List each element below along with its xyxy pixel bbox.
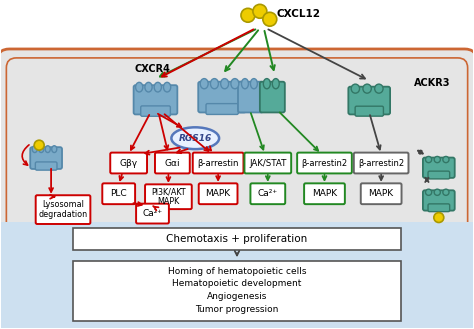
FancyBboxPatch shape: [260, 82, 285, 113]
FancyBboxPatch shape: [361, 183, 401, 204]
Ellipse shape: [231, 79, 239, 89]
Circle shape: [263, 12, 277, 26]
Text: MAPK: MAPK: [369, 189, 394, 198]
Text: Ca²⁺: Ca²⁺: [142, 209, 163, 218]
FancyBboxPatch shape: [206, 104, 238, 114]
FancyBboxPatch shape: [145, 184, 192, 209]
FancyBboxPatch shape: [304, 183, 345, 204]
Text: Gβγ: Gβγ: [119, 159, 138, 167]
Ellipse shape: [32, 146, 37, 153]
FancyBboxPatch shape: [355, 106, 383, 116]
FancyBboxPatch shape: [245, 153, 291, 173]
Ellipse shape: [210, 79, 219, 89]
Ellipse shape: [374, 84, 383, 93]
Ellipse shape: [221, 79, 228, 89]
Circle shape: [34, 140, 44, 150]
Text: Lysosomal
degradation: Lysosomal degradation: [38, 200, 88, 219]
Text: PLC: PLC: [110, 189, 127, 198]
Text: ACKR3: ACKR3: [414, 78, 450, 88]
FancyBboxPatch shape: [73, 228, 401, 250]
Text: RGS16: RGS16: [179, 134, 212, 143]
FancyBboxPatch shape: [428, 204, 450, 212]
FancyBboxPatch shape: [36, 162, 57, 170]
Ellipse shape: [363, 84, 371, 93]
Text: Chemotaxis + proliferation: Chemotaxis + proliferation: [166, 234, 308, 244]
FancyBboxPatch shape: [423, 190, 455, 211]
Ellipse shape: [39, 146, 44, 153]
Ellipse shape: [136, 82, 143, 92]
FancyBboxPatch shape: [423, 158, 455, 178]
Ellipse shape: [200, 79, 208, 89]
Ellipse shape: [434, 156, 440, 163]
FancyBboxPatch shape: [134, 85, 177, 114]
Text: JAK/STAT: JAK/STAT: [249, 159, 286, 167]
FancyBboxPatch shape: [110, 153, 147, 173]
Text: CXCL12: CXCL12: [277, 9, 321, 19]
Ellipse shape: [426, 156, 432, 163]
FancyBboxPatch shape: [348, 87, 390, 114]
Text: Hematopoietic development: Hematopoietic development: [173, 279, 301, 289]
FancyBboxPatch shape: [102, 183, 135, 204]
Circle shape: [241, 8, 255, 22]
Ellipse shape: [241, 79, 248, 89]
FancyBboxPatch shape: [354, 153, 409, 173]
Ellipse shape: [272, 79, 279, 89]
FancyBboxPatch shape: [199, 183, 237, 204]
FancyBboxPatch shape: [238, 82, 263, 113]
FancyBboxPatch shape: [297, 153, 352, 173]
FancyBboxPatch shape: [30, 147, 62, 169]
Ellipse shape: [172, 127, 219, 149]
Ellipse shape: [164, 82, 171, 92]
Ellipse shape: [434, 189, 440, 195]
Text: β-arrestin: β-arrestin: [197, 159, 239, 167]
FancyBboxPatch shape: [0, 49, 474, 246]
FancyBboxPatch shape: [250, 183, 285, 204]
FancyBboxPatch shape: [1, 221, 473, 328]
Ellipse shape: [426, 189, 432, 195]
Ellipse shape: [250, 79, 257, 89]
Text: Gαi: Gαi: [164, 159, 180, 167]
Text: Tumor progression: Tumor progression: [195, 305, 279, 314]
Ellipse shape: [264, 79, 270, 89]
Circle shape: [253, 4, 267, 18]
FancyBboxPatch shape: [193, 153, 244, 173]
Text: CXCR4: CXCR4: [135, 64, 171, 74]
Text: MAPK: MAPK: [206, 189, 231, 198]
Text: β-arrestin2: β-arrestin2: [301, 159, 347, 167]
FancyBboxPatch shape: [136, 204, 169, 223]
Text: Angiogenesis: Angiogenesis: [207, 292, 267, 301]
Text: Ca²⁺: Ca²⁺: [258, 189, 278, 198]
FancyBboxPatch shape: [198, 82, 246, 113]
Ellipse shape: [52, 146, 57, 153]
Text: MAPK: MAPK: [312, 189, 337, 198]
Ellipse shape: [145, 82, 152, 92]
Text: PI3K/AKT
MAPK: PI3K/AKT MAPK: [151, 187, 186, 206]
FancyBboxPatch shape: [155, 153, 190, 173]
FancyBboxPatch shape: [73, 261, 401, 321]
Ellipse shape: [154, 82, 162, 92]
FancyBboxPatch shape: [36, 195, 91, 224]
FancyBboxPatch shape: [428, 171, 450, 179]
Text: β-arrestin2: β-arrestin2: [358, 159, 404, 167]
Text: Homing of hematopoietic cells: Homing of hematopoietic cells: [168, 266, 306, 276]
Ellipse shape: [351, 84, 360, 93]
Circle shape: [434, 213, 444, 222]
Ellipse shape: [443, 189, 449, 195]
FancyBboxPatch shape: [141, 106, 170, 116]
Ellipse shape: [443, 156, 449, 163]
Ellipse shape: [45, 146, 50, 153]
